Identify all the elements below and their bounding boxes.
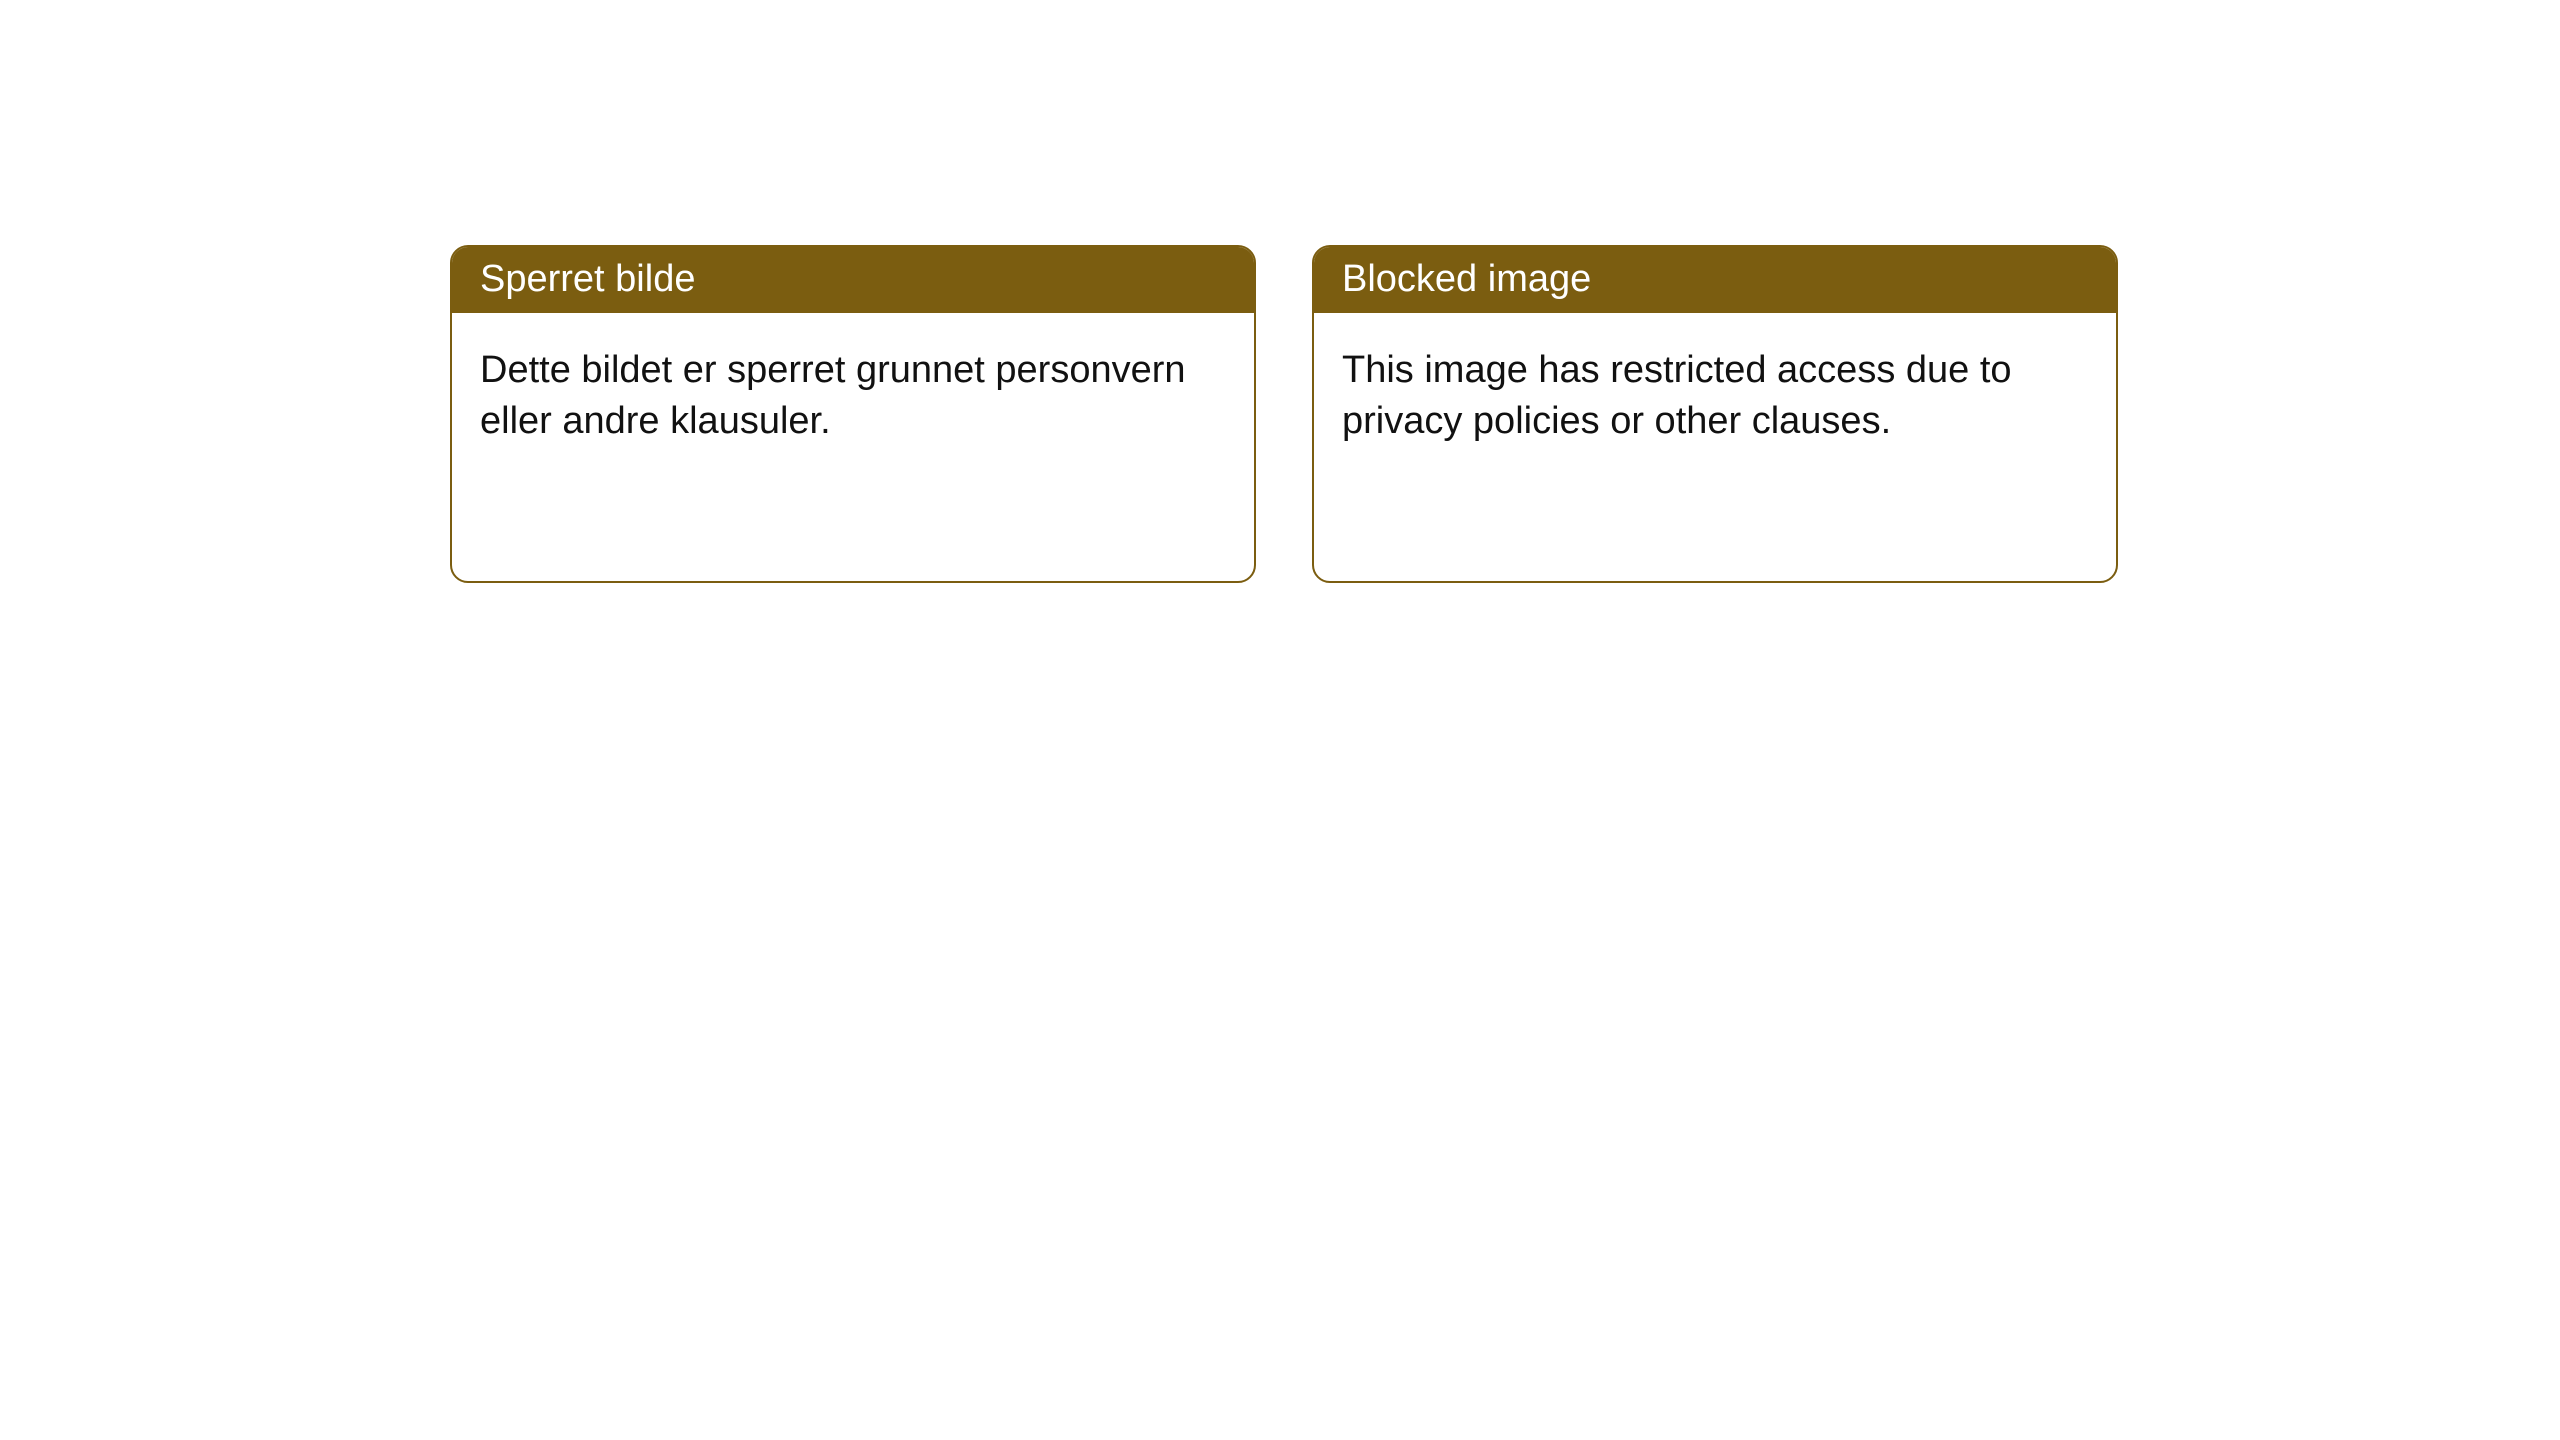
notice-body: Dette bildet er sperret grunnet personve… — [452, 313, 1254, 476]
notice-header: Blocked image — [1314, 247, 2116, 313]
notice-header: Sperret bilde — [452, 247, 1254, 313]
notice-container: Sperret bilde Dette bildet er sperret gr… — [0, 0, 2560, 583]
notice-card-norwegian: Sperret bilde Dette bildet er sperret gr… — [450, 245, 1256, 583]
notice-card-english: Blocked image This image has restricted … — [1312, 245, 2118, 583]
notice-body: This image has restricted access due to … — [1314, 313, 2116, 476]
